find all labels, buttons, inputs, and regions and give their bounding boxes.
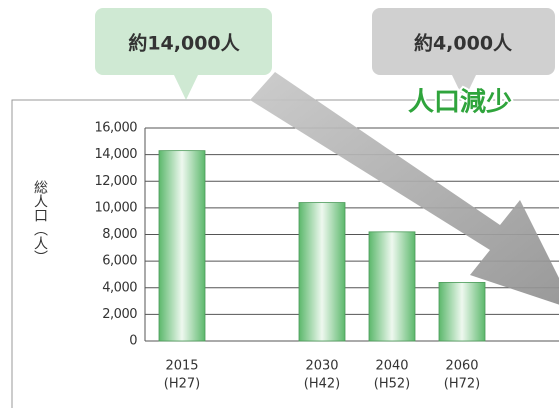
y-tick-label: 6,000 <box>102 254 137 269</box>
plot-area: 0 2,000 4,000 6,000 8,000 10,000 12,000 14,000 1… <box>95 121 559 392</box>
bar <box>158 150 206 342</box>
x-tick-label: 2030 <box>305 359 338 374</box>
y-tick-label: 14,000 <box>95 147 138 162</box>
callout-text: 約14,000人 <box>128 32 240 55</box>
x-tick-sublabel: (H52) <box>374 377 410 392</box>
callout-text: 約4,000人 <box>414 32 513 55</box>
y-tick-label: 10,000 <box>95 200 138 215</box>
annotation: 人口減少 <box>408 88 512 118</box>
x-tick-label: 2040 <box>375 359 408 374</box>
x-tick-sublabel: (H27) <box>164 377 200 392</box>
bar <box>438 282 486 342</box>
callout-box <box>372 8 555 100</box>
x-tick-sublabel: (H72) <box>444 377 480 392</box>
x-tick-sublabel: (H42) <box>304 377 340 392</box>
bar <box>368 231 416 342</box>
y-tick-label: 8,000 <box>102 227 137 242</box>
y-tick-label: 0 <box>129 334 137 349</box>
x-tick-label: 2060 <box>445 359 478 374</box>
y-tick-label: 16,000 <box>95 121 138 136</box>
chart-frame <box>11 99 559 408</box>
callout-box <box>95 8 272 100</box>
y-axis-label: 総人口（人） <box>32 180 48 264</box>
x-tick-label: 2015 <box>165 359 198 374</box>
bar <box>298 202 346 342</box>
y-tick-label: 4,000 <box>102 280 137 295</box>
trend-arrow <box>250 72 559 305</box>
y-tick-label: 12,000 <box>95 174 138 189</box>
y-tick-label: 2,000 <box>102 307 137 322</box>
